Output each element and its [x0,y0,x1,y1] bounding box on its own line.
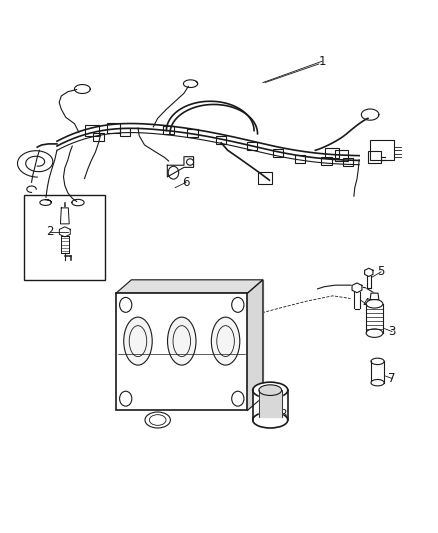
Polygon shape [60,208,69,224]
Ellipse shape [253,412,288,428]
Polygon shape [370,293,379,300]
Bar [247,142,257,150]
Bar [24,195,105,280]
Text: 6: 6 [182,176,190,189]
Bar [368,151,381,163]
Ellipse shape [253,382,288,398]
Bar [321,157,332,165]
Bar [216,136,226,144]
Bar [258,172,272,184]
Bar [85,125,99,136]
Ellipse shape [366,300,383,308]
Text: 1: 1 [318,55,326,68]
Text: 7: 7 [388,372,396,385]
Bar [187,129,198,137]
Polygon shape [253,390,288,420]
Polygon shape [116,280,263,293]
Polygon shape [354,292,360,309]
Bar [273,149,283,157]
Ellipse shape [211,317,240,365]
Text: 4: 4 [362,297,370,310]
Polygon shape [247,280,263,410]
Circle shape [232,391,244,406]
Bar [343,158,353,166]
Text: 5: 5 [378,265,385,278]
Polygon shape [364,268,373,277]
Bar [131,280,263,397]
Ellipse shape [145,412,170,428]
Ellipse shape [371,358,384,365]
Text: 3: 3 [389,325,396,338]
Ellipse shape [259,385,282,395]
Polygon shape [352,283,362,293]
Polygon shape [167,157,194,177]
Bar [107,123,120,133]
Circle shape [120,391,132,406]
Bar [163,126,174,134]
Bar [370,140,394,160]
Ellipse shape [371,379,384,386]
Polygon shape [366,304,383,333]
Bar [116,293,247,410]
Text: 8: 8 [279,408,286,421]
Ellipse shape [124,317,152,365]
Bar [120,128,130,136]
Bar [295,155,305,163]
Bar [93,133,104,141]
Circle shape [232,297,244,312]
Bar [325,148,339,158]
Ellipse shape [167,317,196,365]
Polygon shape [367,276,371,288]
Circle shape [120,297,132,312]
Polygon shape [60,227,70,237]
Bar [335,150,348,161]
Polygon shape [61,236,69,253]
Polygon shape [371,361,384,383]
Text: 2: 2 [46,225,54,238]
Ellipse shape [366,329,383,337]
Polygon shape [259,390,282,417]
